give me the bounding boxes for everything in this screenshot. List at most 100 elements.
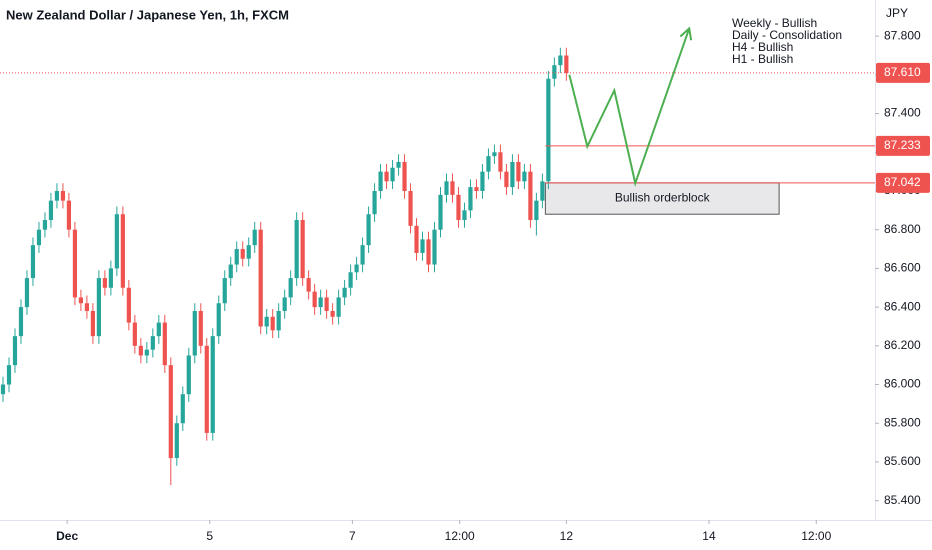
candle-body [564, 55, 569, 73]
candle-body [336, 297, 341, 317]
y-tick-label: 86.000 [884, 377, 921, 391]
candle-body [390, 167, 395, 182]
price-label: 87.233 [884, 138, 921, 152]
candle-body [504, 171, 509, 188]
candle-body [324, 297, 329, 311]
price-label: 87.042 [884, 175, 921, 189]
y-tick-label: 87.400 [884, 106, 921, 120]
candle-body [48, 200, 54, 221]
x-tick-label: 12:00 [445, 529, 475, 543]
candle-body [432, 229, 437, 265]
candle-body [84, 303, 89, 311]
x-tick-label: 12 [560, 529, 574, 543]
x-tick-label: 14 [702, 529, 716, 543]
x-tick-label: 12:00 [801, 529, 831, 543]
candle-body [270, 316, 275, 331]
candle-body [480, 171, 485, 191]
chart-title: New Zealand Dollar / Japanese Yen, 1h, F… [6, 7, 289, 22]
candle-body [426, 239, 431, 265]
candle-body [12, 336, 18, 366]
projection-arrowhead [679, 26, 693, 41]
candle-body [168, 365, 173, 459]
orderblock-label: Bullish orderblock [615, 191, 711, 205]
candle-body [384, 171, 389, 182]
candle-body [360, 245, 365, 265]
candle-body [42, 220, 48, 230]
y-tick-label: 86.600 [884, 261, 921, 275]
candle-body [180, 394, 185, 424]
price-label-box [876, 172, 930, 193]
candle-body [90, 310, 95, 337]
candle-body [414, 225, 419, 253]
candle-body [198, 310, 203, 346]
candle-body [474, 187, 479, 191]
candle-body [114, 214, 119, 269]
x-tick-label: 7 [349, 529, 356, 543]
candle-body [510, 161, 515, 188]
candle-body [222, 278, 227, 304]
y-tick-label: 86.200 [884, 338, 921, 352]
candle-body [498, 152, 503, 172]
candle-body [54, 190, 60, 201]
candle-body [216, 303, 221, 337]
candle-body [78, 297, 84, 304]
candle-body [228, 264, 233, 279]
x-tick-label: Dec [56, 529, 78, 543]
candle-body [468, 187, 473, 211]
note: H4 - Bullish [732, 40, 793, 54]
candle-body [0, 384, 6, 395]
candle-body [252, 229, 257, 246]
note: Weekly - Bullish [732, 16, 817, 30]
candle-body [546, 78, 551, 182]
candle-body [120, 214, 125, 288]
candle-body [372, 190, 377, 215]
candle-body [330, 310, 335, 317]
candle-body [72, 229, 78, 298]
candle-body [420, 239, 425, 253]
candle-body [30, 245, 36, 279]
candle-body [192, 310, 197, 356]
candle-body [450, 181, 455, 195]
candle-body [138, 345, 143, 356]
y-tick-label: 86.400 [884, 299, 921, 313]
candle-body [402, 161, 407, 191]
candle-body [36, 229, 42, 246]
price-label: 87.610 [884, 65, 921, 79]
candle-body [96, 278, 101, 337]
y-tick-label: 85.800 [884, 415, 921, 429]
note: Daily - Consolidation [732, 28, 842, 42]
candle-body [156, 322, 161, 337]
currency-label: JPY [886, 6, 908, 20]
candle-body [126, 287, 131, 323]
candle-body [102, 278, 107, 288]
candle-body [438, 194, 443, 230]
candle-body [462, 210, 467, 221]
y-tick-label: 87.800 [884, 28, 921, 42]
candle-body [144, 349, 149, 356]
candle-body [408, 190, 413, 226]
candle-body [318, 297, 323, 308]
candle-body [534, 200, 539, 221]
candle-body [306, 278, 311, 292]
candle-body [240, 249, 245, 259]
candle-body [210, 336, 215, 433]
candle-body [234, 249, 239, 265]
candle-body [540, 181, 545, 201]
candle-body [18, 307, 24, 337]
candle-body [6, 365, 12, 385]
candle-body [348, 272, 353, 288]
candle-body [288, 278, 293, 298]
candle-body [366, 214, 371, 246]
candle-body [522, 171, 527, 182]
candle-body [378, 171, 383, 191]
candle-body [354, 264, 359, 273]
candle-body [444, 181, 449, 195]
candle-body [486, 156, 491, 172]
orderblock-box [544, 182, 780, 215]
candle-body [258, 229, 263, 327]
candle-body [132, 322, 137, 346]
candle-body [558, 55, 563, 66]
candle-body [294, 220, 299, 279]
